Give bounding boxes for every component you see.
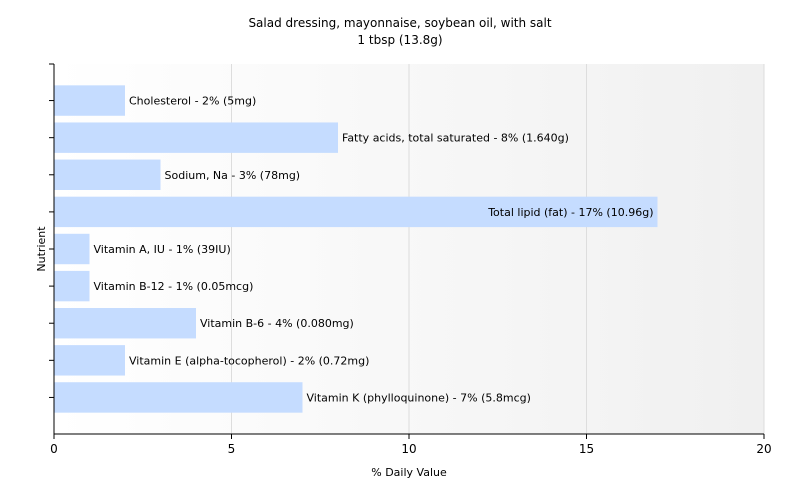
bar-label-8: Vitamin K (phylloquinone) - 7% (5.8mcg) <box>307 391 531 404</box>
bar-label-2: Sodium, Na - 3% (78mg) <box>165 169 301 182</box>
bar-label-0: Cholesterol - 2% (5mg) <box>129 95 256 108</box>
x-tick-label-2: 10 <box>401 442 416 456</box>
chart-subtitle: 1 tbsp (13.8g) <box>357 33 442 47</box>
bar-6 <box>54 308 196 339</box>
bar-label-1: Fatty acids, total saturated - 8% (1.640… <box>342 132 569 145</box>
bar-label-4: Vitamin A, IU - 1% (39IU) <box>94 243 231 256</box>
bar-2 <box>54 159 161 190</box>
bars <box>54 85 658 413</box>
x-tick-label-0: 0 <box>50 442 58 456</box>
x-tick-label-4: 20 <box>756 442 771 456</box>
x-tick-label-1: 5 <box>228 442 236 456</box>
bar-7 <box>54 345 125 376</box>
bar-label-5: Vitamin B-12 - 1% (0.05mcg) <box>94 280 254 293</box>
chart-title: Salad dressing, mayonnaise, soybean oil,… <box>248 16 551 30</box>
x-axis-label: % Daily Value <box>371 466 447 479</box>
y-axis-label: Nutrient <box>35 226 48 272</box>
bar-1 <box>54 122 338 153</box>
bar-8 <box>54 382 303 413</box>
axes: 0 5 10 15 20 <box>49 63 772 456</box>
bar-0 <box>54 85 125 116</box>
bar-3 <box>54 196 658 228</box>
titles: Salad dressing, mayonnaise, soybean oil,… <box>35 16 552 479</box>
bar-labels: Cholesterol - 2% (5mg) Fatty acids, total… <box>94 95 654 405</box>
bar-label-3: Total lipid (fat) - 17% (10.96g) <box>487 206 653 219</box>
bar-5 <box>54 270 90 302</box>
bar-4 <box>54 233 90 265</box>
bar-label-7: Vitamin E (alpha-tocopherol) - 2% (0.72m… <box>129 354 369 367</box>
x-tick-label-3: 15 <box>579 442 594 456</box>
bar-label-6: Vitamin B-6 - 4% (0.080mg) <box>200 317 354 330</box>
